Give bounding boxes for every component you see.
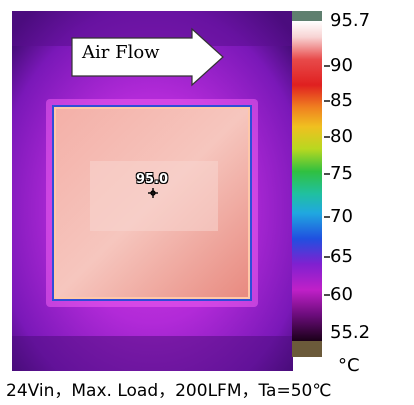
thermal-image: [12, 11, 293, 371]
scale-label-8: 55.2: [330, 322, 371, 343]
scale-label-2: 85: [330, 90, 353, 111]
crosshair-icon: [148, 188, 158, 198]
scale-ticks: [324, 65, 330, 296]
scale-label-0: 95.7: [330, 10, 371, 31]
scale-label-1: 90: [330, 55, 353, 76]
scale-label-7: 60: [330, 284, 353, 305]
scale-label-6: 65: [330, 246, 353, 267]
hotspot-reading: 95.0: [136, 172, 169, 187]
scale-label-3: 80: [330, 126, 353, 147]
air-flow-label: Air Flow: [82, 42, 160, 63]
air-flow-arrow: [71, 27, 224, 87]
color-scale-bar: [292, 11, 322, 357]
scale-label-5: 70: [330, 206, 353, 227]
figure-caption: 24Vin，Max. Load，200LFM，Ta=50℃: [6, 381, 332, 401]
scale-unit: °C: [338, 355, 360, 376]
scale-label-4: 75: [330, 163, 353, 184]
